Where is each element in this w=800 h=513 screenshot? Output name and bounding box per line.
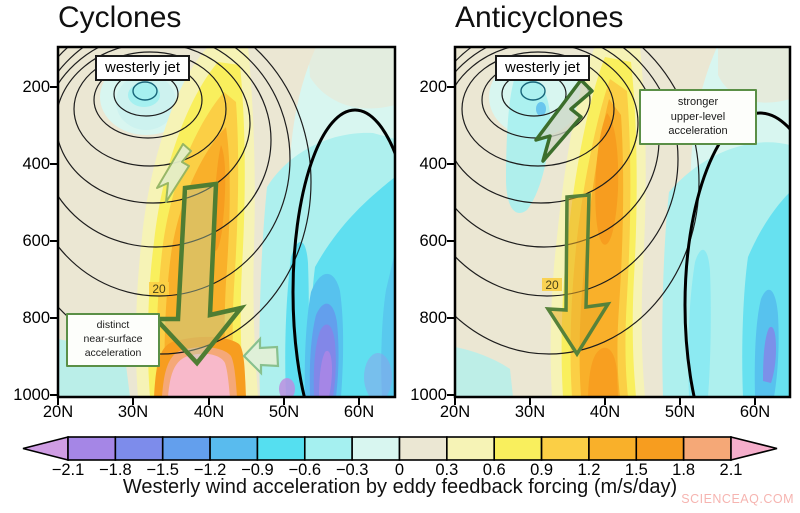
anticyclones-axis-ticks bbox=[447, 86, 756, 405]
anticyclones-shading: 20 bbox=[455, 47, 790, 397]
panel-title-anticyclones: Anticyclones bbox=[455, 1, 624, 34]
jet-zigzag-arrow bbox=[534, 78, 594, 163]
colorbar-segment bbox=[114, 436, 164, 461]
cyclones-jet-contours bbox=[58, 47, 312, 355]
anticyclones-plot-border bbox=[453, 45, 792, 399]
anticyclones-thick-contour bbox=[683, 111, 790, 397]
cyclones-contour-label: 20 bbox=[152, 282, 166, 296]
colorbar-tick-label: 0.9 bbox=[530, 461, 554, 479]
x-tick-label: 40N bbox=[193, 403, 225, 421]
panel-cyclones: Cyclones bbox=[13, 1, 397, 421]
y-tick-label: 400 bbox=[419, 155, 447, 173]
annotation-line: stronger bbox=[677, 96, 719, 108]
figure-caption: Westerly wind acceleration by eddy feedb… bbox=[122, 476, 678, 498]
colorbar-segment bbox=[351, 436, 401, 461]
annotation-line: upper-level bbox=[670, 110, 726, 123]
cyclones-axis-ticks bbox=[50, 86, 360, 405]
anticyclones-contour-label: 20 bbox=[545, 278, 559, 292]
colorbar-segment bbox=[588, 436, 638, 461]
cyclones-shading: 20 bbox=[58, 47, 395, 397]
y-tick-label: 200 bbox=[419, 78, 447, 96]
colorbar-tick-label: −0.3 bbox=[335, 461, 369, 479]
colorbar-tick-label: 1.5 bbox=[624, 461, 648, 479]
colorbar-segment bbox=[446, 436, 496, 461]
x-tick-label: 50N bbox=[268, 403, 300, 421]
annotation-line: distinct bbox=[96, 319, 130, 331]
colorbar-segment bbox=[256, 436, 306, 461]
colorbar-segment bbox=[682, 436, 732, 461]
cyclones-plot-border bbox=[56, 45, 397, 399]
colorbar-tick-label: −1.2 bbox=[193, 461, 227, 479]
anticyclones-jet-label: westerly jet bbox=[495, 55, 591, 81]
x-tick-label: 50N bbox=[664, 403, 696, 421]
colorbar-segment bbox=[303, 436, 353, 461]
cyclones-annotation-box: distinct near-surface acceleration bbox=[66, 313, 160, 367]
annotation-line: acceleration bbox=[84, 346, 142, 359]
y-tick-label: 200 bbox=[22, 78, 50, 96]
x-tick-label: 30N bbox=[117, 403, 149, 421]
watermark: SCIENCEAQ.COM bbox=[681, 492, 794, 506]
colorbar-tick-label: −1.8 bbox=[99, 461, 132, 479]
colorbar-segment bbox=[635, 436, 685, 461]
y-tick-label: 800 bbox=[419, 309, 447, 327]
cyclones-jet-label: westerly jet bbox=[95, 55, 191, 81]
downward-acceleration-arrow bbox=[150, 181, 247, 367]
colorbar-tick-label: 1.8 bbox=[672, 461, 696, 479]
anticyclones-annotation-box: stronger upper-level acceleration bbox=[639, 89, 757, 145]
colorbar-segment bbox=[67, 436, 117, 461]
x-tick-label: 30N bbox=[514, 403, 546, 421]
y-tick-label: 1000 bbox=[410, 386, 447, 404]
y-tick-label: 400 bbox=[22, 155, 50, 173]
colorbar-tick-label: −0.9 bbox=[241, 461, 274, 479]
colorbar-tick-label: −0.6 bbox=[288, 461, 322, 479]
colorbar-segment bbox=[493, 436, 543, 461]
panel-title-cyclones: Cyclones bbox=[58, 1, 182, 34]
colorbar-tick-label: −2.1 bbox=[51, 461, 85, 479]
annotation-line: acceleration bbox=[668, 125, 728, 138]
colorbar-tick-label: 2.1 bbox=[719, 461, 743, 479]
x-tick-label: 60N bbox=[739, 403, 771, 421]
colorbar-svg bbox=[22, 435, 778, 462]
colorbar-segment bbox=[161, 436, 211, 461]
colorbar-segment bbox=[540, 436, 590, 461]
jet-zigzag-arrow bbox=[156, 143, 192, 203]
leftward-surface-arrow bbox=[242, 336, 280, 376]
cyclones-thick-contour bbox=[291, 108, 395, 397]
colorbar-segment bbox=[209, 436, 259, 461]
x-tick-label: 40N bbox=[589, 403, 621, 421]
x-tick-label: 60N bbox=[343, 403, 375, 421]
colorbar-tick-label: 0.3 bbox=[435, 461, 459, 479]
colorbar bbox=[22, 435, 778, 462]
colorbar-tick-label: 0.6 bbox=[482, 461, 506, 479]
colorbar-tick-label: 0 bbox=[394, 461, 405, 479]
colorbar-segment bbox=[398, 436, 448, 461]
y-tick-label: 600 bbox=[22, 232, 50, 250]
downward-acceleration-arrow bbox=[544, 193, 612, 358]
x-tick-label: 20N bbox=[439, 403, 471, 421]
y-tick-label: 800 bbox=[22, 309, 50, 327]
x-tick-label: 20N bbox=[42, 403, 74, 421]
cyclones-plot-canvas: 20 bbox=[50, 45, 397, 405]
y-tick-label: 1000 bbox=[13, 386, 50, 404]
y-tick-label: 600 bbox=[419, 232, 447, 250]
annotation-line: near-surface bbox=[83, 332, 143, 345]
colorbar-tick-label: 1.2 bbox=[577, 461, 601, 479]
colorbar-labels: −2.1 −1.8 −1.5 −1.2 −0.9 −0.6 −0.3 0 0.3 0.6 0.9 1.… bbox=[23, 461, 777, 481]
colorbar-tick-label: −1.5 bbox=[146, 461, 179, 479]
panel-anticyclones: Anticyclones bbox=[410, 1, 792, 421]
